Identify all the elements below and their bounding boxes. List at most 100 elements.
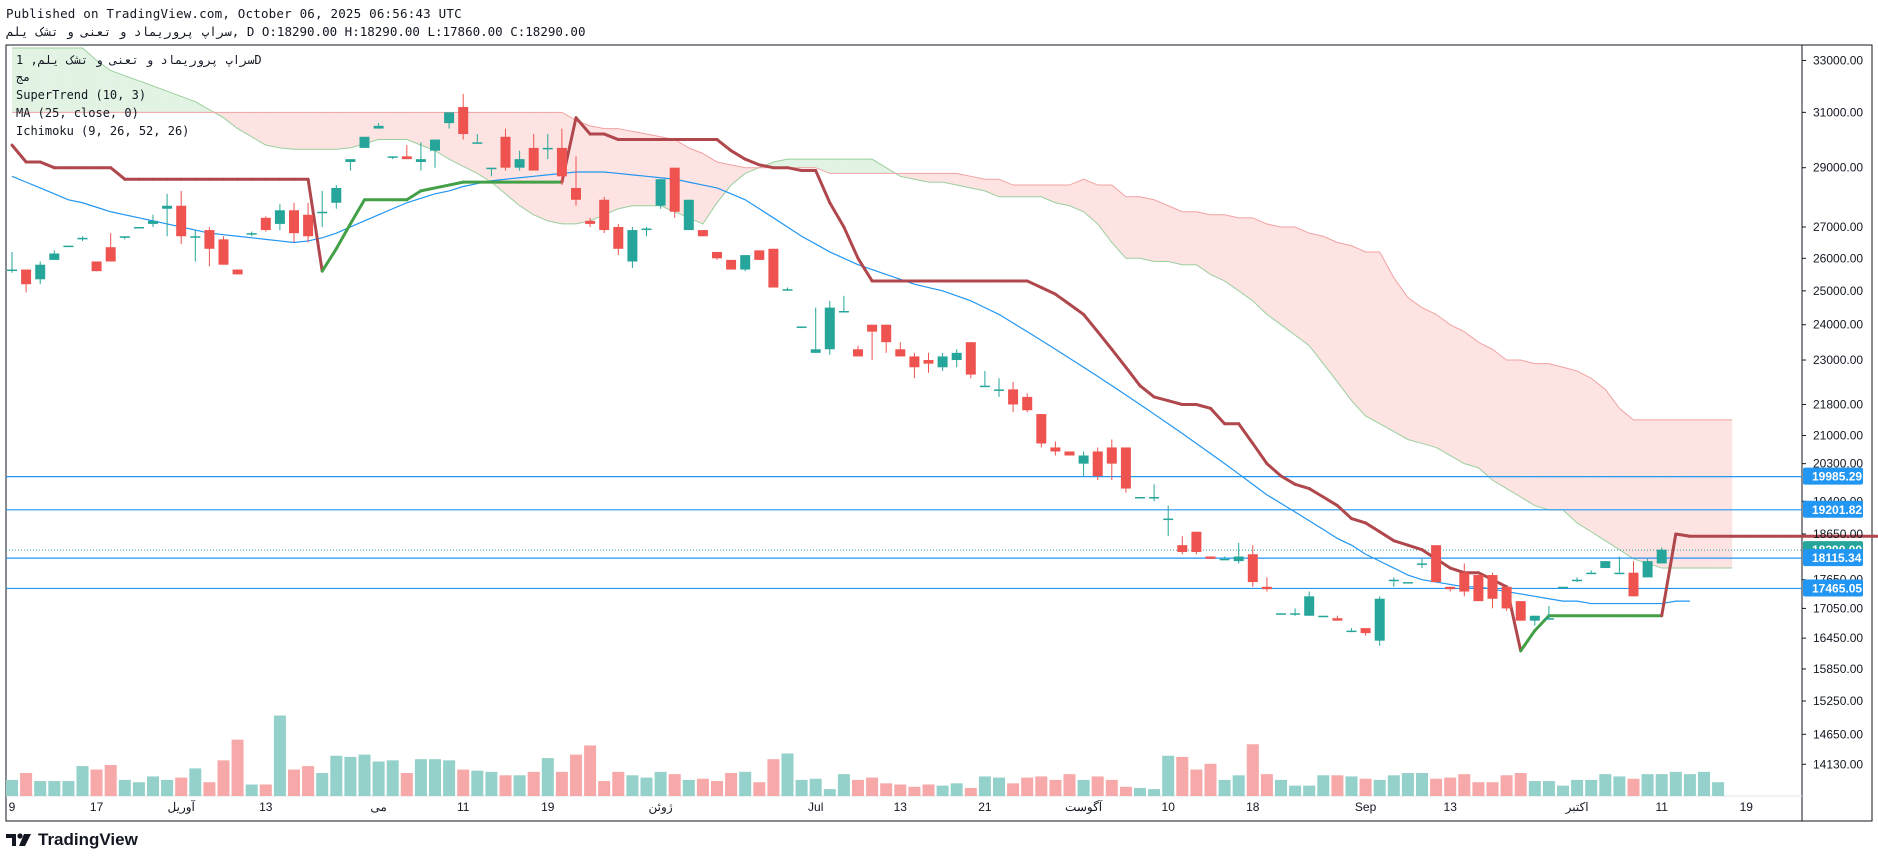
supertrend-segment — [1053, 292, 1071, 306]
candle-body — [951, 352, 962, 361]
ichimoku-cloud-segment — [477, 112, 492, 183]
candle-body — [1219, 558, 1230, 561]
candle-body — [430, 139, 440, 151]
ichimoku-cloud-segment — [1675, 419, 1690, 569]
x-tick-label: 13 — [1444, 800, 1458, 814]
candle-body — [1247, 554, 1258, 583]
volume-bar — [1162, 755, 1175, 796]
ichimoku-cloud-segment — [1506, 360, 1521, 498]
candle-body — [458, 107, 469, 135]
candle-body — [204, 230, 215, 249]
volume-bar — [711, 781, 723, 796]
ichimoku-cloud-segment — [1182, 211, 1197, 265]
volume-bar — [837, 774, 850, 796]
supertrend-segment — [320, 247, 338, 273]
supertrend-segment — [1392, 539, 1410, 547]
candle-body — [599, 199, 610, 231]
x-tick-label: 19 — [1740, 800, 1754, 814]
candle-body — [176, 205, 187, 237]
legend-supertrend[interactable]: SuperTrend (10, 3) — [16, 88, 147, 102]
supertrend-segment — [574, 116, 592, 136]
ichimoku-cloud-segment — [632, 131, 647, 206]
volume-bar — [978, 776, 991, 796]
volume-bar — [584, 745, 597, 796]
candle-body — [542, 147, 553, 150]
candle-body — [331, 187, 342, 203]
ichimoku-cloud-segment — [1238, 217, 1253, 301]
volume-bar — [1698, 771, 1710, 796]
volume-bar — [1401, 773, 1414, 796]
legend-ichimoku[interactable]: Ichimoku (9, 26, 52, 26) — [16, 124, 190, 138]
price-chart[interactable]: 33000.00 31000.00 29000.00 27000.00 26000.00… — [0, 0, 1878, 830]
x-tick-label: 13 — [259, 800, 273, 814]
ichimoku-cloud-segment — [1647, 419, 1662, 569]
supertrend-segment — [814, 169, 832, 205]
candle-body — [1374, 598, 1385, 641]
supertrend-segment — [1350, 517, 1368, 525]
volume-bar — [471, 770, 484, 796]
x-tick-label: 9 — [9, 800, 16, 814]
candle-body — [712, 251, 722, 259]
volume-bar — [175, 777, 188, 796]
ichimoku-cloud-segment — [984, 179, 999, 197]
ichimoku-cloud-segment — [1563, 367, 1578, 523]
ichimoku-cloud-segment — [533, 112, 548, 221]
supertrend-segment — [1124, 365, 1142, 388]
ichimoku-cloud-segment — [1718, 419, 1733, 569]
volume-bar — [1077, 779, 1090, 796]
volume-bar — [1571, 779, 1584, 796]
ichimoku-cloud-segment — [1633, 419, 1648, 564]
ichimoku-cloud-segment — [195, 101, 210, 113]
candle-body — [1642, 561, 1653, 578]
candle-body — [796, 326, 807, 328]
supertrend-segment — [1519, 629, 1537, 653]
volume-bar — [34, 781, 47, 796]
ichimoku-cloud-segment — [110, 70, 125, 113]
ichimoku-cloud-segment — [1266, 223, 1281, 325]
candle-body — [1163, 518, 1174, 521]
candle-body — [1614, 572, 1625, 575]
volume-bar — [598, 781, 611, 796]
candle-body — [1388, 579, 1399, 582]
ichimoku-cloud-segment — [322, 112, 337, 150]
ichimoku-cloud-segment — [1422, 307, 1437, 448]
volume-bar — [386, 760, 399, 796]
volume-bar — [640, 777, 653, 796]
supertrend-segment — [715, 138, 733, 153]
ichimoku-cloud-segment — [1295, 226, 1310, 346]
y-tick-label: 24000.00 — [1813, 318, 1863, 332]
supertrend-segment — [447, 180, 465, 187]
volume-bar — [682, 779, 695, 796]
volume-bar — [880, 783, 893, 796]
volume-bar — [1317, 775, 1330, 796]
candle-body — [77, 237, 88, 240]
candle-body — [1656, 549, 1667, 564]
volume-bar — [1260, 774, 1273, 796]
ichimoku-cloud-segment — [547, 112, 562, 224]
ichimoku-cloud-segment — [618, 128, 633, 209]
y-tick-label: 21800.00 — [1813, 397, 1863, 411]
volume-bar — [1007, 783, 1020, 796]
legend-symbol[interactable]: سراپ پروریماد و تعنی و تشک یلم, 1D — [16, 53, 262, 67]
y-tick-label: 27000.00 — [1813, 220, 1863, 234]
x-tick-label: آوریل — [168, 799, 196, 814]
volume-bar — [894, 784, 907, 796]
y-tick-label: 17050.00 — [1813, 601, 1863, 615]
volume-bar — [922, 784, 935, 796]
candle-body — [1205, 556, 1216, 559]
supertrend-segment — [602, 132, 620, 142]
candle-body — [1092, 451, 1103, 476]
candle-body — [613, 226, 624, 249]
x-tick-label: 21 — [978, 800, 992, 814]
price-label-text: 18115.34 — [1812, 551, 1862, 565]
legend-ma[interactable]: MA (25, close, 0) — [16, 106, 139, 120]
volume-bar — [1655, 774, 1668, 796]
volume-bar — [1303, 785, 1316, 796]
ichimoku-cloud-segment — [928, 173, 943, 183]
candle-body — [556, 147, 567, 177]
candle-body — [317, 211, 328, 214]
x-tick-label: 13 — [894, 800, 908, 814]
ichimoku-cloud-segment — [914, 173, 929, 183]
tradingview-brand[interactable]: TradingView — [6, 829, 138, 851]
ichimoku-cloud-segment — [294, 112, 309, 150]
